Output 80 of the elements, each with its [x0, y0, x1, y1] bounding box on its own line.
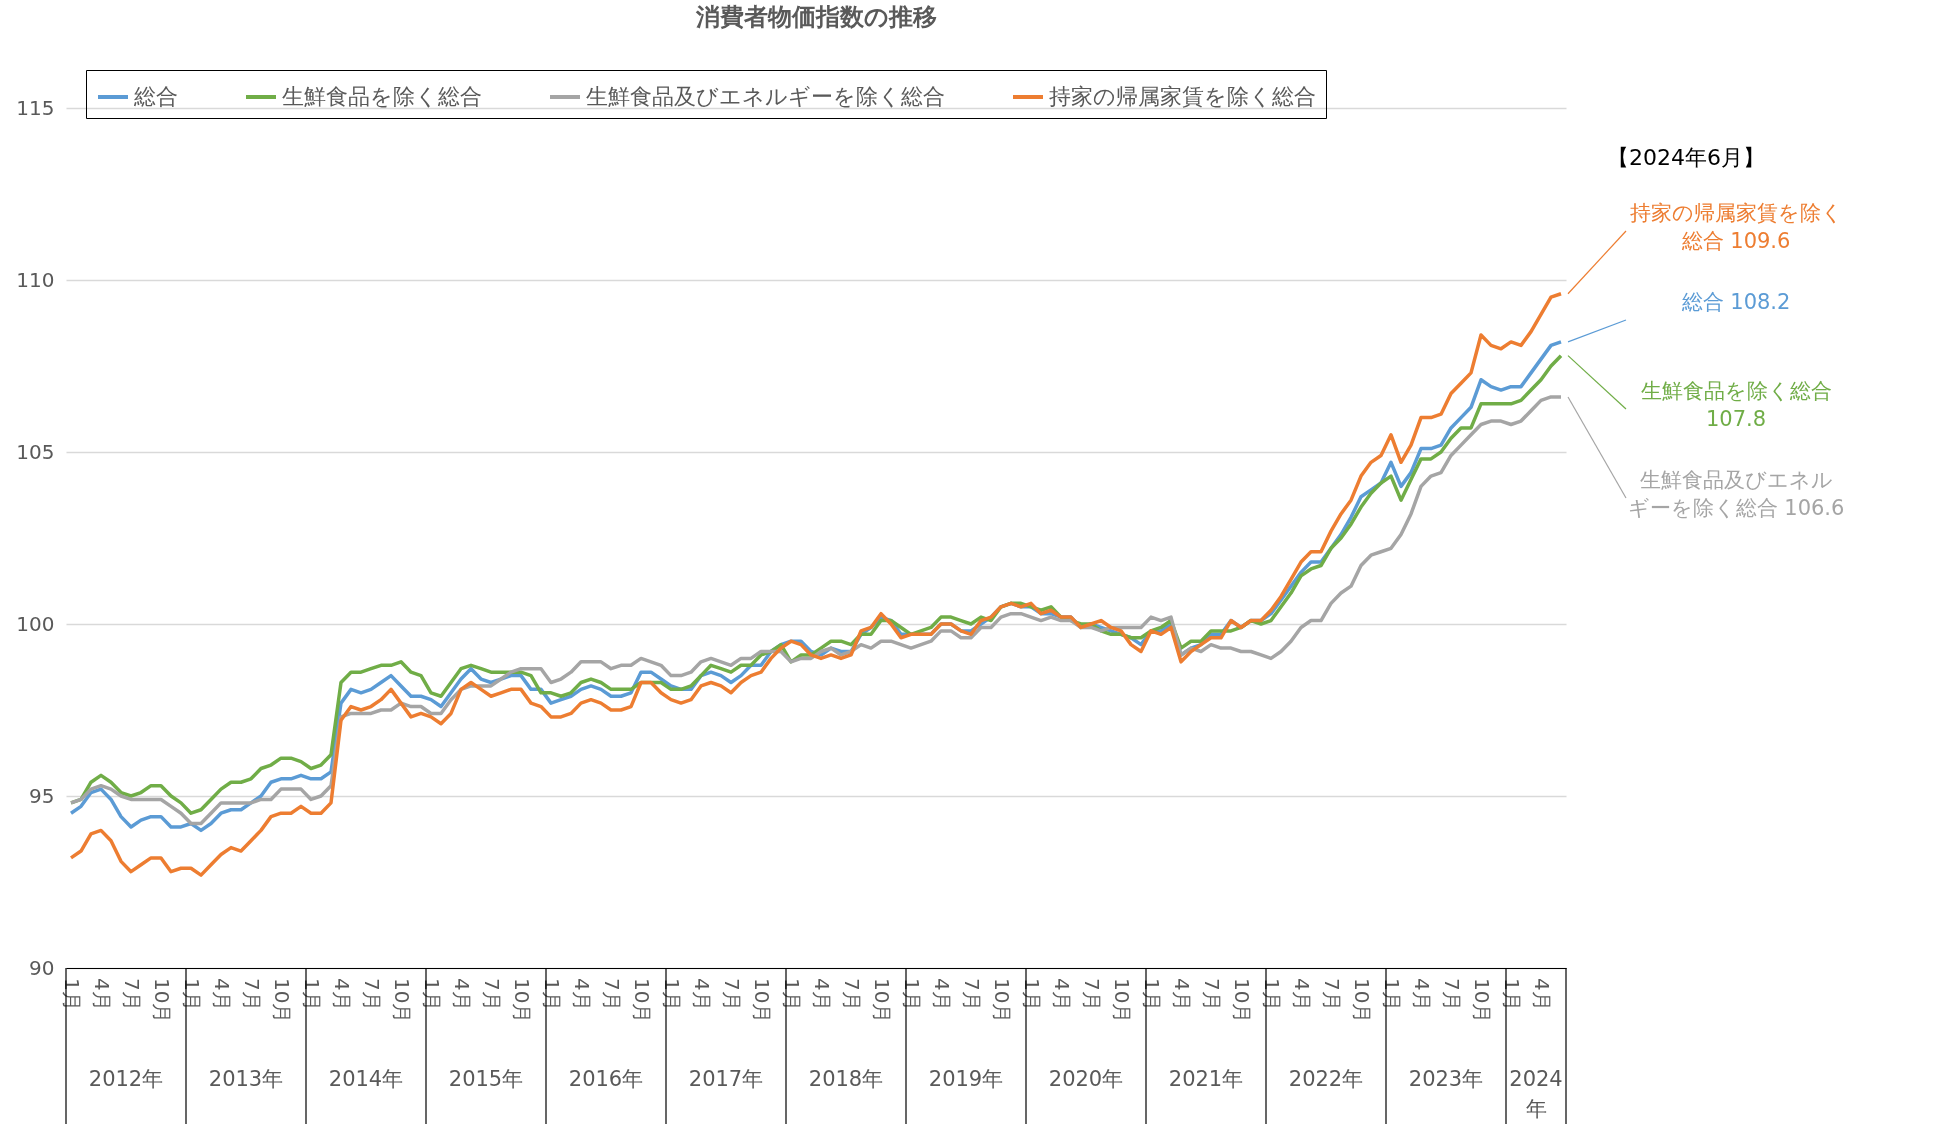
x-tick-label: 1月 — [780, 978, 804, 1011]
x-tick-label: 10月 — [1110, 978, 1134, 1024]
legend-label: 持家の帰属家賃を除く総合 — [1049, 84, 1316, 109]
x-tick-label: 7月 — [480, 978, 504, 1011]
x-tick-label: 1月 — [660, 978, 684, 1011]
x-tick-label: 1月 — [1500, 978, 1524, 1011]
x-tick-label: 7月 — [1320, 978, 1344, 1011]
x-tick-label: 7月 — [1080, 978, 1104, 1011]
x-tick-label: 7月 — [840, 978, 864, 1011]
x-tick-label: 1月 — [900, 978, 924, 1011]
x-tick-label: 4月 — [210, 978, 234, 1011]
x-tick-label: 1月 — [1140, 978, 1164, 1011]
text: 2023年 — [1408, 1067, 1484, 1091]
x-tick-label: 10月 — [990, 978, 1014, 1024]
text: 2022年 — [1288, 1067, 1364, 1091]
legend-label: 生鮮食品及びエネルギーを除く総合 — [586, 84, 945, 109]
x-tick-label: 4月 — [1530, 978, 1554, 1011]
x-tick-label: 1月 — [180, 978, 204, 1011]
x-tick-label: 4月 — [570, 978, 594, 1011]
x-tick-label: 10月 — [1350, 978, 1374, 1024]
text: 2020年 — [1048, 1067, 1124, 1091]
x-tick-label: 10月 — [630, 978, 654, 1024]
x-tick-label: 1月 — [60, 978, 84, 1011]
legend-label: 生鮮食品を除く総合 — [282, 84, 482, 109]
chart-title: 消費者物価指数の推移 — [694, 2, 937, 31]
y-tick-label: 105 — [16, 439, 55, 464]
x-tick-label: 4月 — [1050, 978, 1074, 1011]
text: 生鮮食品及びエネルギーを除く総合 106.6 — [1627, 468, 1845, 520]
x-tick-label: 7月 — [720, 978, 744, 1011]
x-tick-label: 10月 — [870, 978, 894, 1024]
x-tick-label: 7月 — [960, 978, 984, 1011]
text: 総合 108.2 — [1680, 290, 1791, 314]
x-tick-label: 4月 — [690, 978, 714, 1011]
text: 生鮮食品を除く総合107.8 — [1640, 379, 1832, 431]
text: 2024年 — [1509, 1067, 1563, 1121]
x-tick-label: 1月 — [540, 978, 564, 1011]
x-tick-label: 10月 — [270, 978, 294, 1024]
x-tick-label: 1月 — [420, 978, 444, 1011]
text: 2019年 — [928, 1067, 1004, 1091]
text: 2014年 — [328, 1067, 404, 1091]
text: 2021年 — [1168, 1067, 1244, 1091]
x-tick-label: 10月 — [1470, 978, 1494, 1024]
x-tick-label: 7月 — [1440, 978, 1464, 1011]
x-tick-label: 10月 — [510, 978, 534, 1024]
x-tick-label: 7月 — [360, 978, 384, 1011]
y-tick-label: 95 — [29, 783, 55, 808]
x-tick-label: 4月 — [1290, 978, 1314, 1011]
x-tick-label: 1月 — [1020, 978, 1044, 1011]
x-tick-label: 10月 — [750, 978, 774, 1024]
text: 2013年 — [208, 1067, 284, 1091]
x-tick-label: 10月 — [150, 978, 174, 1024]
x-tick-label: 10月 — [1230, 978, 1254, 1024]
x-tick-label: 4月 — [330, 978, 354, 1011]
x-tick-label: 7月 — [1200, 978, 1224, 1011]
x-tick-label: 4月 — [450, 978, 474, 1011]
legend-label: 総合 — [133, 84, 178, 109]
text: 持家の帰属家賃を除く総合 109.6 — [1629, 201, 1843, 253]
x-tick-label: 4月 — [810, 978, 834, 1011]
y-tick-label: 115 — [16, 95, 55, 120]
x-tick-label: 4月 — [1410, 978, 1434, 1011]
x-tick-label: 1月 — [1260, 978, 1284, 1011]
y-tick-label: 110 — [16, 267, 55, 292]
y-tick-label: 90 — [29, 955, 55, 980]
x-tick-label: 1月 — [1380, 978, 1404, 1011]
text: 2015年 — [448, 1067, 524, 1091]
text: 2016年 — [568, 1067, 644, 1091]
text: 2017年 — [688, 1067, 764, 1091]
x-tick-label: 7月 — [600, 978, 624, 1011]
x-tick-label: 1月 — [300, 978, 324, 1011]
line-series — [69, 292, 1563, 877]
x-tick-label: 7月 — [120, 978, 144, 1011]
x-tick-label: 10月 — [390, 978, 414, 1024]
x-tick-label: 4月 — [930, 978, 954, 1011]
text: 2018年 — [808, 1067, 884, 1091]
x-tick-label: 7月 — [240, 978, 264, 1011]
x-tick-label: 4月 — [90, 978, 114, 1011]
text: 2012年 — [88, 1067, 164, 1091]
y-tick-label: 100 — [16, 611, 55, 636]
x-tick-label: 4月 — [1170, 978, 1194, 1011]
text: 【2024年6月】 — [1607, 145, 1765, 170]
